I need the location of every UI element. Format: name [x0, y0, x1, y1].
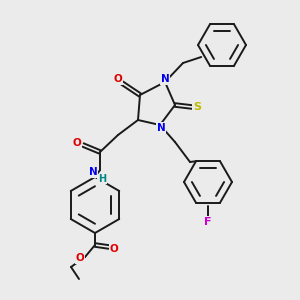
Text: F: F — [204, 217, 212, 227]
Text: H: H — [98, 174, 106, 184]
Text: N: N — [88, 167, 98, 177]
Text: O: O — [76, 253, 84, 263]
Text: N: N — [160, 74, 169, 84]
Text: N: N — [157, 123, 165, 133]
Text: O: O — [73, 138, 81, 148]
Text: S: S — [193, 102, 201, 112]
Text: O: O — [114, 74, 122, 84]
Text: O: O — [110, 244, 118, 254]
